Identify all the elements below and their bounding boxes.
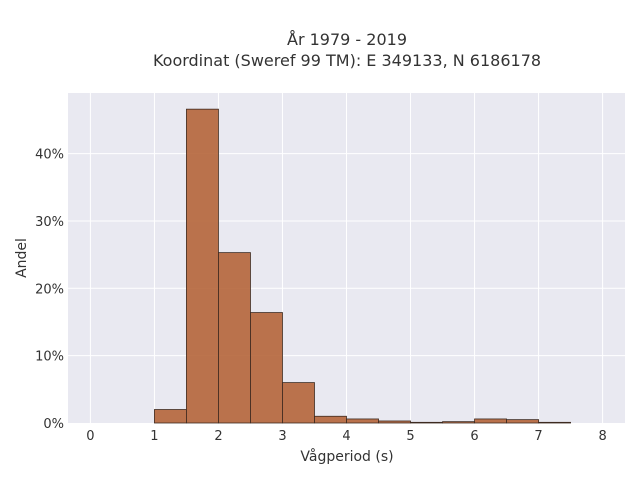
x-axis-label: Vågperiod (s) [300, 448, 393, 465]
y-tick-label: 40% [35, 148, 64, 163]
histogram-bar [442, 421, 475, 424]
histogram-bar [474, 418, 507, 424]
y-tick-label: 30% [35, 215, 64, 230]
x-tick-label: 3 [278, 429, 286, 444]
histogram-bar [314, 415, 347, 424]
histogram-bar [250, 312, 283, 424]
x-tick-label: 2 [214, 429, 222, 444]
x-tick-label: 6 [470, 429, 478, 444]
x-tick-label: 1 [150, 429, 158, 444]
chart-title-line1: År 1979 - 2019 [287, 30, 407, 49]
y-tick-label: 0% [43, 417, 64, 432]
x-tick-label: 0 [86, 429, 94, 444]
histogram-bar [346, 418, 379, 424]
histogram-bar [410, 421, 443, 424]
histogram-bar [218, 252, 251, 424]
histogram-bars [154, 108, 571, 424]
x-tick-labels: 0 1 2 3 4 5 6 7 8 [86, 429, 606, 444]
x-tick-label: 8 [598, 429, 606, 444]
histogram-bar [378, 420, 411, 424]
y-axis-label: Andel [14, 238, 30, 278]
y-tick-label: 10% [35, 350, 64, 365]
y-tick-labels: 0% 10% 20% 30% 40% [35, 148, 64, 432]
histogram-bar [506, 419, 539, 424]
histogram-bar [154, 409, 187, 424]
x-tick-label: 5 [406, 429, 414, 444]
chart-title-line2: Koordinat (Sweref 99 TM): E 349133, N 61… [153, 51, 541, 70]
histogram-bar [282, 382, 315, 424]
y-tick-label: 20% [35, 282, 64, 297]
histogram-bar [538, 421, 571, 424]
x-tick-label: 4 [342, 429, 350, 444]
histogram-bar [186, 108, 219, 424]
x-tick-label: 7 [534, 429, 542, 444]
